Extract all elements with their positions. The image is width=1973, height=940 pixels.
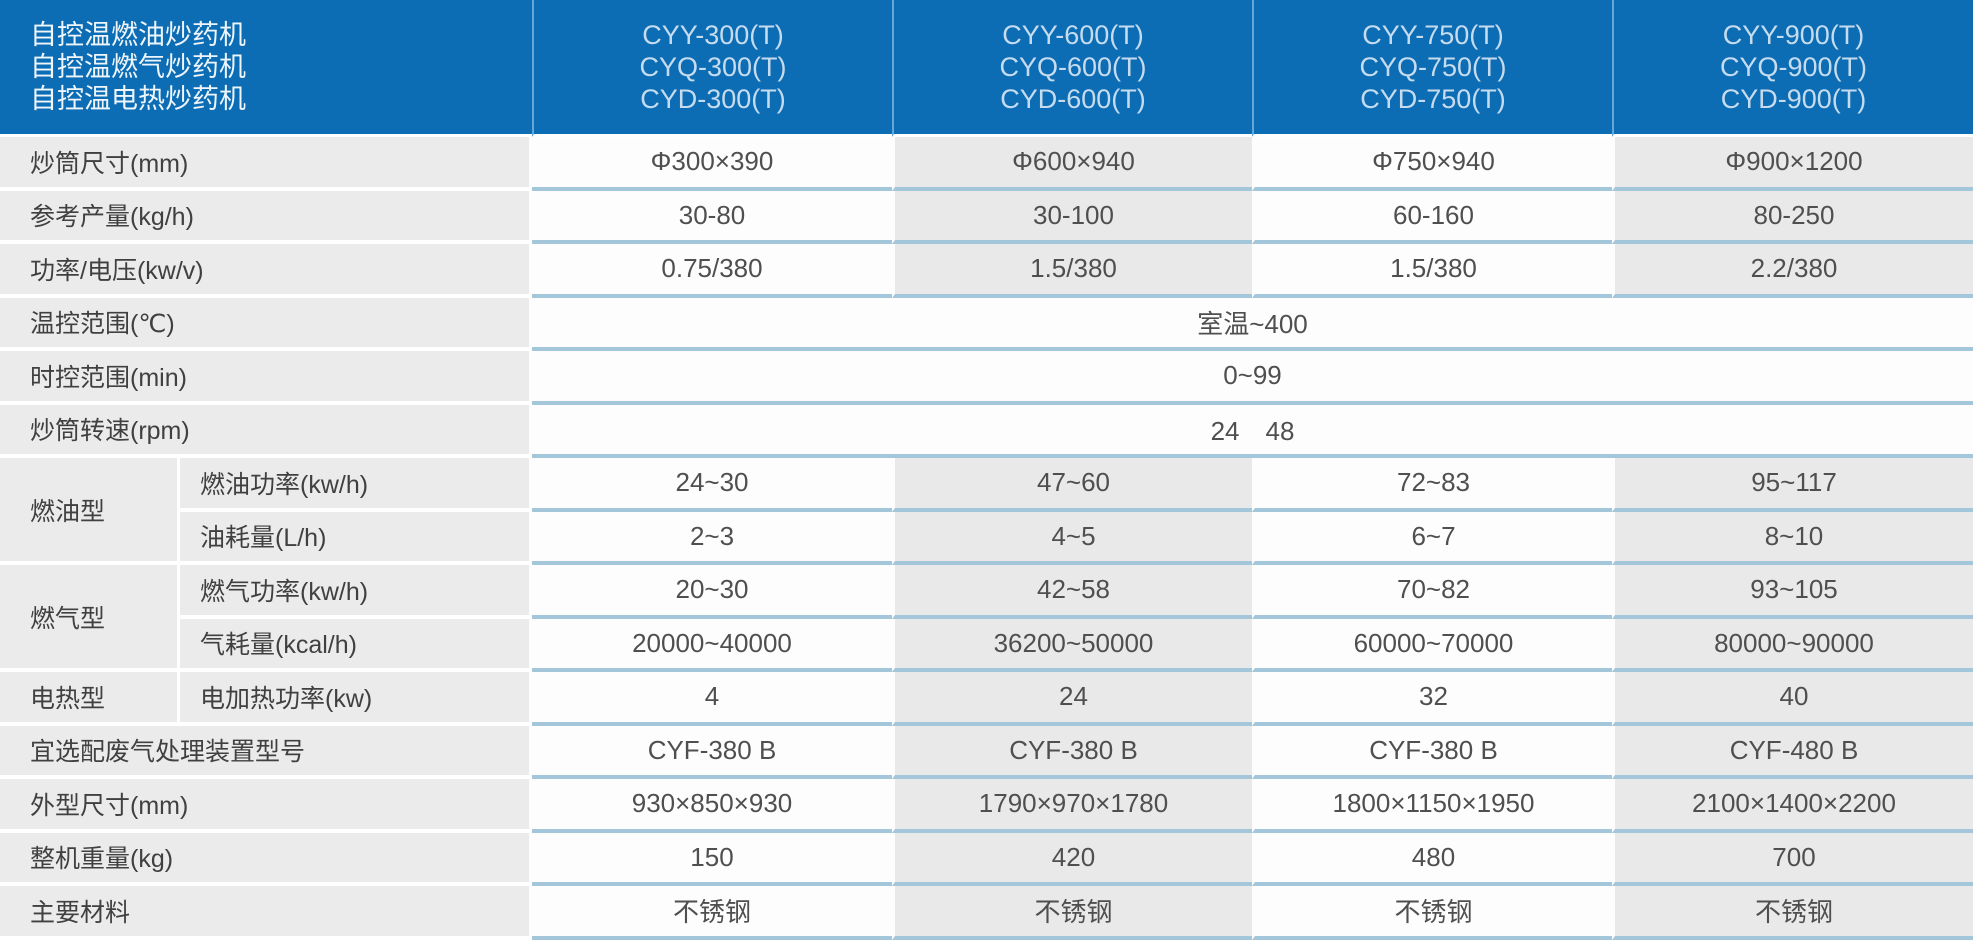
electric-power-600: 24 <box>892 672 1252 726</box>
oil-power-900: 95~117 <box>1612 458 1973 512</box>
dimensions-300: 930×850×930 <box>532 779 892 833</box>
group-label-gas-type: 燃气型 <box>0 565 177 672</box>
material-900: 不锈钢 <box>1612 886 1973 940</box>
row-label-dimensions: 外型尺寸(mm) <box>0 779 532 833</box>
model-name: CYD-600(T) <box>1000 84 1146 114</box>
dimensions-900: 2100×1400×2200 <box>1612 779 1973 833</box>
sub-label-oil-consumption: 油耗量(L/h) <box>177 511 532 565</box>
gas-power-900: 93~105 <box>1612 565 1973 619</box>
product-title-oil: 自控温燃油炒药机 <box>30 20 246 50</box>
oil-power-600: 47~60 <box>892 458 1252 512</box>
oil-power-750: 72~83 <box>1252 458 1612 512</box>
gas-power-300: 20~30 <box>532 565 892 619</box>
oil-consumption-900: 8~10 <box>1612 511 1973 565</box>
drum-speed-value: 24 48 <box>532 404 1973 458</box>
drum-size-300: Φ300×390 <box>532 137 892 191</box>
row-label-drum-size: 炒筒尺寸(mm) <box>0 137 532 191</box>
electric-power-750: 32 <box>1252 672 1612 726</box>
capacity-750: 60-160 <box>1252 190 1612 244</box>
model-name: CYY-900(T) <box>1722 20 1865 50</box>
gas-consumption-600: 36200~50000 <box>892 618 1252 672</box>
oil-consumption-600: 4~5 <box>892 511 1252 565</box>
weight-900: 700 <box>1612 832 1973 886</box>
exhaust-device-300: CYF-380 B <box>532 725 892 779</box>
row-label-drum-speed: 炒筒转速(rpm) <box>0 404 532 458</box>
header-model-col-900: CYY-900(T) CYQ-900(T) CYD-900(T) <box>1612 0 1973 137</box>
gas-power-600: 42~58 <box>892 565 1252 619</box>
row-label-temp-range: 温控范围(℃) <box>0 297 532 351</box>
row-label-time-range: 时控范围(min) <box>0 351 532 405</box>
oil-power-300: 24~30 <box>532 458 892 512</box>
drum-size-900: Φ900×1200 <box>1612 137 1973 191</box>
time-range-value: 0~99 <box>532 351 1973 405</box>
group-label-electric-type: 电热型 <box>0 672 177 726</box>
group-label-oil-type: 燃油型 <box>0 458 177 565</box>
model-name: CYD-750(T) <box>1360 84 1506 114</box>
gas-power-750: 70~82 <box>1252 565 1612 619</box>
material-300: 不锈钢 <box>532 886 892 940</box>
gas-consumption-900: 80000~90000 <box>1612 618 1973 672</box>
product-title-gas: 自控温燃气炒药机 <box>30 52 246 82</box>
dimensions-750: 1800×1150×1950 <box>1252 779 1612 833</box>
model-name: CYQ-900(T) <box>1719 52 1868 82</box>
product-title-electric: 自控温电热炒药机 <box>30 84 246 114</box>
weight-600: 420 <box>892 832 1252 886</box>
row-label-power-voltage: 功率/电压(kw/v) <box>0 244 532 298</box>
power-voltage-300: 0.75/380 <box>532 244 892 298</box>
model-name: CYY-600(T) <box>1002 20 1144 50</box>
exhaust-device-900: CYF-480 B <box>1612 725 1973 779</box>
drum-size-600: Φ600×940 <box>892 137 1252 191</box>
drum-size-750: Φ750×940 <box>1252 137 1612 191</box>
power-voltage-750: 1.5/380 <box>1252 244 1612 298</box>
model-name: CYD-900(T) <box>1720 84 1867 114</box>
electric-power-900: 40 <box>1612 672 1973 726</box>
model-name: CYQ-750(T) <box>1359 52 1507 82</box>
material-750: 不锈钢 <box>1252 886 1612 940</box>
model-name: CYY-300(T) <box>642 20 784 50</box>
gas-consumption-300: 20000~40000 <box>532 618 892 672</box>
row-label-exhaust-device: 宜选配废气处理装置型号 <box>0 725 532 779</box>
header-model-col-600: CYY-600(T) CYQ-600(T) CYD-600(T) <box>892 0 1252 137</box>
power-voltage-900: 2.2/380 <box>1612 244 1973 298</box>
capacity-900: 80-250 <box>1612 190 1973 244</box>
sub-label-gas-power: 燃气功率(kw/h) <box>177 565 532 619</box>
temp-range-value: 室温~400 <box>532 297 1973 351</box>
sub-label-gas-consumption: 气耗量(kcal/h) <box>177 618 532 672</box>
gas-consumption-750: 60000~70000 <box>1252 618 1612 672</box>
power-voltage-600: 1.5/380 <box>892 244 1252 298</box>
weight-750: 480 <box>1252 832 1612 886</box>
model-name: CYQ-600(T) <box>999 52 1147 82</box>
sub-label-oil-power: 燃油功率(kw/h) <box>177 458 532 512</box>
electric-power-300: 4 <box>532 672 892 726</box>
capacity-600: 30-100 <box>892 190 1252 244</box>
row-label-capacity: 参考产量(kg/h) <box>0 190 532 244</box>
sub-label-electric-power: 电加热功率(kw) <box>177 672 532 726</box>
material-600: 不锈钢 <box>892 886 1252 940</box>
dimensions-600: 1790×970×1780 <box>892 779 1252 833</box>
exhaust-device-600: CYF-380 B <box>892 725 1252 779</box>
oil-consumption-750: 6~7 <box>1252 511 1612 565</box>
model-name: CYQ-300(T) <box>639 52 787 82</box>
model-name: CYD-300(T) <box>640 84 786 114</box>
oil-consumption-300: 2~3 <box>532 511 892 565</box>
model-name: CYY-750(T) <box>1362 20 1504 50</box>
weight-300: 150 <box>532 832 892 886</box>
header-model-col-750: CYY-750(T) CYQ-750(T) CYD-750(T) <box>1252 0 1612 137</box>
row-label-material: 主要材料 <box>0 886 532 940</box>
header-product-titles: 自控温燃油炒药机 自控温燃气炒药机 自控温电热炒药机 <box>0 0 532 137</box>
header-model-col-300: CYY-300(T) CYQ-300(T) CYD-300(T) <box>532 0 892 137</box>
row-label-weight: 整机重量(kg) <box>0 832 532 886</box>
capacity-300: 30-80 <box>532 190 892 244</box>
exhaust-device-750: CYF-380 B <box>1252 725 1612 779</box>
